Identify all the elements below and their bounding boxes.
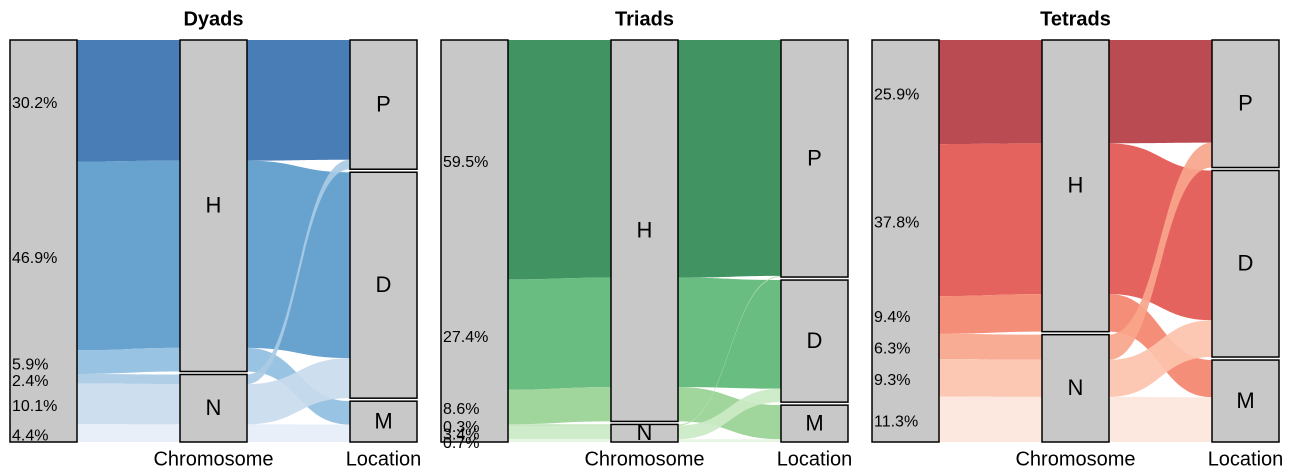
flow-label: 25.9% bbox=[874, 86, 919, 103]
flow bbox=[939, 294, 1212, 398]
node bbox=[179, 39, 248, 373]
node-label: N bbox=[1068, 375, 1084, 400]
flow-label: 59.5% bbox=[443, 154, 488, 171]
node bbox=[780, 39, 849, 278]
node bbox=[179, 373, 248, 443]
node bbox=[1211, 359, 1280, 443]
flow bbox=[77, 347, 350, 425]
node-label: P bbox=[1238, 91, 1253, 116]
stratum-bar bbox=[440, 39, 509, 443]
panel-title: Tetrads bbox=[1040, 8, 1111, 30]
node-label: D bbox=[807, 328, 823, 353]
flow-label: 2.4% bbox=[12, 373, 48, 390]
node-label: D bbox=[1238, 251, 1254, 276]
panel-title: Dyads bbox=[183, 8, 243, 30]
flow-label: 27.4% bbox=[443, 329, 488, 346]
node-label: P bbox=[376, 91, 391, 116]
node-label: M bbox=[374, 408, 392, 433]
node-label: H bbox=[637, 218, 653, 243]
stratum-bar bbox=[9, 39, 78, 443]
flow bbox=[508, 388, 781, 440]
flow-label: 46.9% bbox=[12, 250, 57, 267]
flow-label: 5.9% bbox=[12, 356, 48, 373]
axis-label: Location bbox=[346, 448, 422, 470]
node bbox=[610, 423, 679, 443]
node bbox=[1041, 39, 1110, 333]
axis-label: Chromosome bbox=[153, 448, 273, 470]
node-label: M bbox=[1236, 388, 1254, 413]
flow-label: 3.4% bbox=[443, 427, 479, 444]
node bbox=[349, 400, 418, 443]
flow-label: 9.3% bbox=[874, 372, 910, 389]
panel: Triads 59.5% 27.4% 8.6%0.3%3.4%0.7% H N Chromo… bbox=[440, 8, 853, 470]
flow-label: 9.4% bbox=[874, 309, 910, 326]
node bbox=[349, 39, 418, 170]
axis-label: Location bbox=[1208, 448, 1284, 470]
node bbox=[780, 404, 849, 443]
node-label: M bbox=[805, 410, 823, 435]
flow-label: 6.3% bbox=[874, 341, 910, 358]
node bbox=[780, 279, 849, 403]
flow-label: 0.7% bbox=[443, 435, 479, 452]
axis-label: Chromosome bbox=[1015, 448, 1135, 470]
flow-label: 30.2% bbox=[12, 95, 57, 112]
flow-label: 11.3% bbox=[874, 414, 918, 431]
node bbox=[1041, 333, 1110, 443]
axis-label: Chromosome bbox=[584, 448, 704, 470]
node-label: N bbox=[206, 395, 222, 420]
node-label: P bbox=[807, 145, 822, 170]
flow-label: 10.1% bbox=[12, 398, 57, 415]
node-label: H bbox=[1068, 173, 1084, 198]
flow-label: 4.4% bbox=[12, 427, 48, 444]
node-label: N bbox=[637, 420, 653, 445]
node bbox=[1211, 169, 1280, 358]
flow-label: 37.8% bbox=[874, 214, 919, 231]
stratum-bar bbox=[871, 39, 940, 443]
flow bbox=[939, 142, 1212, 360]
node bbox=[349, 171, 418, 399]
node-label: D bbox=[376, 272, 392, 297]
flow bbox=[939, 320, 1212, 397]
node bbox=[1211, 39, 1280, 169]
node-label: H bbox=[206, 193, 222, 218]
axis-label: Location bbox=[777, 448, 853, 470]
panel: Dyads 30.2% 46.9% 5.9%2.4% 10.1% 4.4% H N Chromo… bbox=[9, 8, 422, 470]
panel: Tetrads 25.9% 37.8% 9.4% 6.3% 9.3% 11.3% H N Chro… bbox=[871, 8, 1284, 470]
panel-title: Triads bbox=[615, 8, 674, 30]
flow-label: 0.3% bbox=[443, 419, 479, 436]
node bbox=[610, 39, 679, 423]
flow-label: 8.6% bbox=[443, 401, 479, 418]
